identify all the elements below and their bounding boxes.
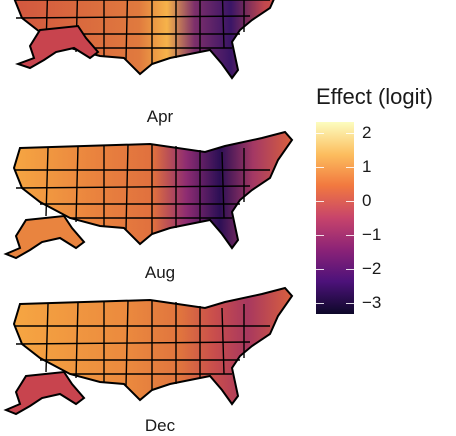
legend-tick-label: 0 (362, 191, 372, 210)
legend-tick-mark (346, 167, 354, 168)
legend-tick-label: 1 (362, 157, 372, 176)
legend-tick-label: −3 (362, 293, 382, 312)
legend-tick-mark (316, 303, 324, 304)
legend-tick-mark (316, 201, 324, 202)
alaska-shape (3, 370, 86, 416)
legend-colorbar (316, 122, 354, 314)
legend-tick-mark (346, 235, 354, 236)
state-borders (14, 299, 270, 390)
legend-tick-label: 2 (362, 123, 372, 142)
legend-tick-mark (316, 133, 324, 134)
legend-tick-label: −1 (362, 225, 382, 244)
us-map-dec (3, 286, 294, 416)
state-borders (14, 143, 270, 234)
alaska-shape (3, 214, 86, 260)
legend-tick-mark (346, 201, 354, 202)
us-map-aug (3, 130, 294, 260)
legend-tick-mark (346, 269, 354, 270)
legend-tick-label: −2 (362, 259, 382, 278)
alaska-shape (15, 24, 100, 70)
map-panel-dec: Dec (0, 286, 300, 436)
us-map-apr (13, 0, 275, 80)
map-panel-apr: Apr (0, 0, 300, 126)
legend-tick-mark (346, 133, 354, 134)
panel-label-dec: Dec (144, 416, 176, 435)
legend-tick-mark (316, 167, 324, 168)
legend-tick-mark (316, 235, 324, 236)
state-borders (14, 0, 270, 64)
panel-label-apr: Apr (146, 107, 174, 126)
legend-tick-mark (316, 269, 324, 270)
legend-title: Effect (logit) (316, 84, 433, 109)
map-panel-aug: Aug (0, 130, 300, 282)
panel-label-aug: Aug (144, 263, 176, 282)
legend-tick-mark (346, 303, 354, 304)
